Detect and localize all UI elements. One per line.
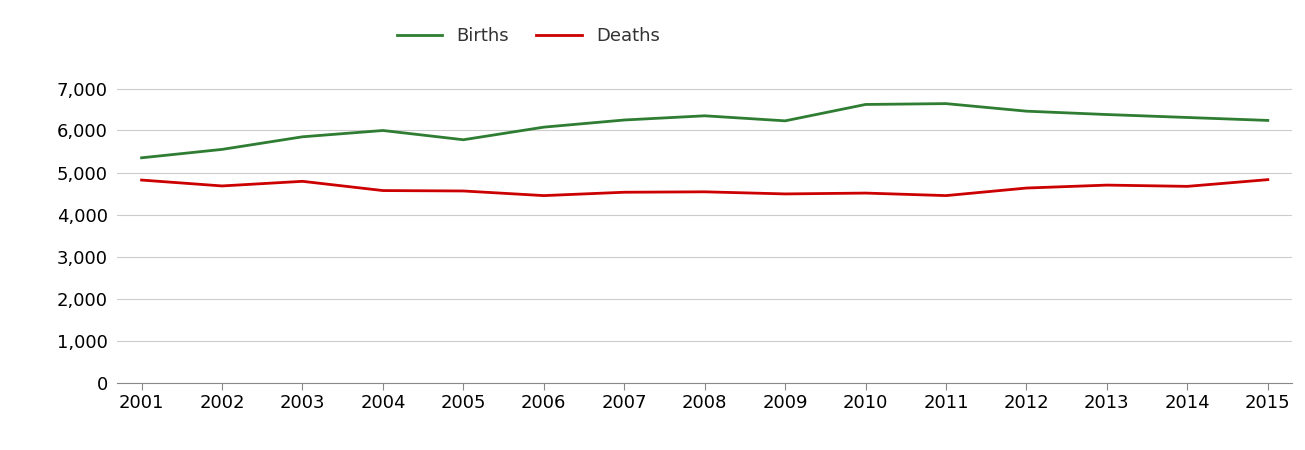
Deaths — [1180, 184, 1195, 189]
Births — [1261, 118, 1276, 123]
Births — [938, 101, 954, 106]
Line: Deaths: Deaths — [141, 180, 1268, 196]
Births — [214, 147, 230, 152]
Deaths — [697, 189, 713, 194]
Births — [778, 118, 793, 124]
Deaths — [1019, 185, 1035, 191]
Deaths — [375, 188, 390, 193]
Births — [697, 113, 713, 118]
Births — [536, 125, 552, 130]
Deaths — [616, 189, 632, 195]
Births — [133, 155, 149, 161]
Deaths — [1261, 177, 1276, 182]
Deaths — [455, 188, 471, 194]
Births — [1019, 108, 1035, 114]
Births — [455, 137, 471, 143]
Deaths — [214, 183, 230, 189]
Births — [375, 128, 390, 133]
Births — [1180, 115, 1195, 120]
Line: Births: Births — [141, 104, 1268, 158]
Deaths — [778, 191, 793, 197]
Births — [1099, 112, 1114, 117]
Births — [295, 134, 311, 140]
Legend: Births, Deaths: Births, Deaths — [390, 20, 667, 52]
Deaths — [133, 177, 149, 183]
Deaths — [295, 179, 311, 184]
Deaths — [938, 193, 954, 198]
Deaths — [536, 193, 552, 198]
Deaths — [857, 190, 873, 196]
Deaths — [1099, 182, 1114, 188]
Births — [616, 117, 632, 123]
Births — [857, 102, 873, 107]
